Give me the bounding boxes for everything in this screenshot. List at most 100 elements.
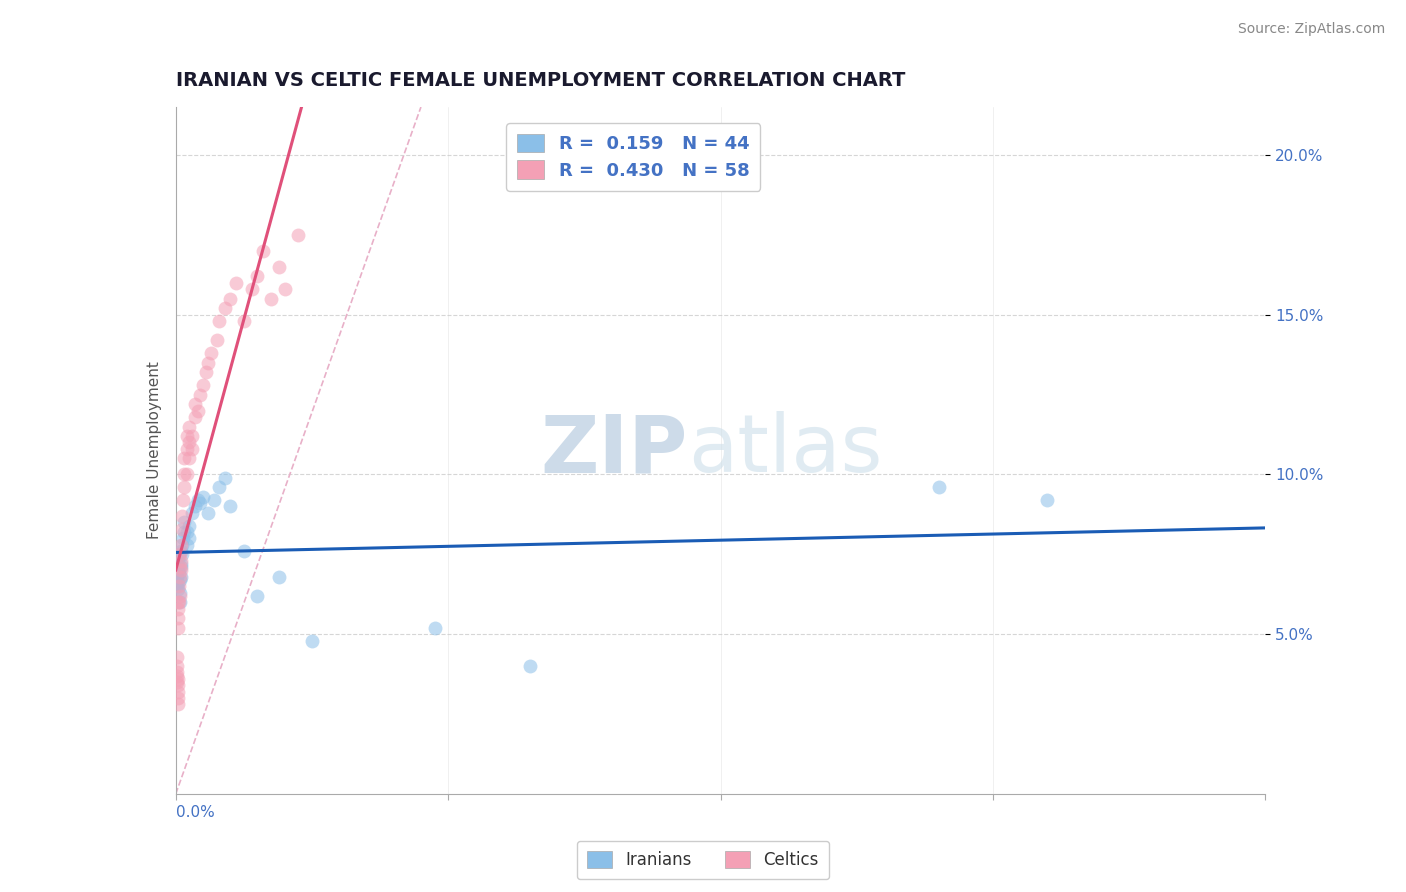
Point <box>173 480 195 494</box>
Point <box>167 576 190 591</box>
Point <box>169 547 191 561</box>
Point <box>172 493 194 508</box>
Point <box>167 601 190 615</box>
Point <box>225 276 247 290</box>
Point <box>928 480 950 494</box>
Point <box>423 621 446 635</box>
Text: atlas: atlas <box>688 411 882 490</box>
Point <box>167 566 190 581</box>
Text: ZIP: ZIP <box>541 411 688 490</box>
Point <box>191 490 214 504</box>
Point <box>169 595 191 609</box>
Point <box>167 621 190 635</box>
Point <box>169 560 191 574</box>
Point <box>197 506 219 520</box>
Point <box>301 633 323 648</box>
Point <box>170 538 193 552</box>
Point <box>260 292 283 306</box>
Point <box>170 569 193 583</box>
Point <box>166 569 188 583</box>
Point <box>197 356 219 370</box>
Point <box>176 442 198 456</box>
Point <box>169 585 191 599</box>
Point <box>170 544 193 558</box>
Point <box>167 611 190 625</box>
Point <box>188 496 211 510</box>
Point <box>176 429 198 443</box>
Point <box>170 563 193 577</box>
Point <box>167 554 190 568</box>
Point <box>173 451 195 466</box>
Point <box>186 403 209 417</box>
Point <box>167 691 190 706</box>
Point <box>166 563 188 577</box>
Point <box>179 451 201 466</box>
Text: Source: ZipAtlas.com: Source: ZipAtlas.com <box>1237 22 1385 37</box>
Point <box>179 419 201 434</box>
Point <box>181 429 204 443</box>
Point <box>167 595 190 609</box>
Point <box>1036 493 1059 508</box>
Point <box>166 557 188 571</box>
Point <box>519 659 541 673</box>
Point <box>173 516 195 530</box>
Point <box>176 538 198 552</box>
Legend: R =  0.159   N = 44, R =  0.430   N = 58: R = 0.159 N = 44, R = 0.430 N = 58 <box>506 123 761 191</box>
Point <box>214 470 236 484</box>
Point <box>166 675 188 690</box>
Point <box>219 500 242 514</box>
Point <box>232 544 254 558</box>
Text: 0.0%: 0.0% <box>176 805 215 820</box>
Point <box>166 579 188 593</box>
Point <box>214 301 236 316</box>
Point <box>169 569 191 583</box>
Point <box>252 244 274 258</box>
Point <box>167 698 190 712</box>
Point <box>166 659 188 673</box>
Point <box>181 506 204 520</box>
Point <box>166 668 188 682</box>
Point <box>166 665 188 680</box>
Point <box>170 557 193 571</box>
Point <box>170 547 193 561</box>
Point <box>184 397 207 411</box>
Point <box>184 409 207 424</box>
Point <box>179 435 201 450</box>
Point <box>188 387 211 401</box>
Point <box>202 493 225 508</box>
Point <box>167 579 190 593</box>
Point <box>205 333 228 347</box>
Point <box>166 678 188 692</box>
Point <box>167 672 190 686</box>
Point <box>179 531 201 545</box>
Point <box>173 524 195 539</box>
Point <box>169 595 191 609</box>
Point <box>170 522 193 536</box>
Point <box>219 292 242 306</box>
Point <box>169 573 191 587</box>
Point <box>269 260 291 274</box>
Point <box>269 569 291 583</box>
Point <box>166 684 188 698</box>
Point <box>194 365 217 379</box>
Point <box>167 560 190 574</box>
Point <box>200 346 222 360</box>
Point <box>176 524 198 539</box>
Point <box>184 500 207 514</box>
Point <box>173 467 195 482</box>
Point <box>169 554 191 568</box>
Point <box>179 518 201 533</box>
Point <box>172 538 194 552</box>
Point <box>176 467 198 482</box>
Point <box>169 560 191 574</box>
Point <box>274 282 297 296</box>
Point <box>232 314 254 328</box>
Text: IRANIAN VS CELTIC FEMALE UNEMPLOYMENT CORRELATION CHART: IRANIAN VS CELTIC FEMALE UNEMPLOYMENT CO… <box>176 71 905 90</box>
Point <box>186 493 209 508</box>
Point <box>166 649 188 664</box>
Point <box>167 582 190 597</box>
Point <box>169 547 191 561</box>
Point <box>240 282 263 296</box>
Point <box>170 508 193 523</box>
Point <box>287 227 309 242</box>
